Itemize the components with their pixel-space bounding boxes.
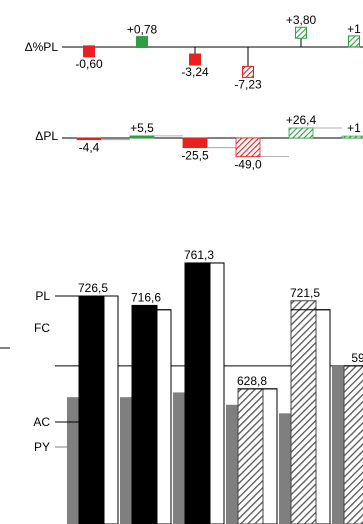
variance-marker xyxy=(189,53,201,66)
ac-bar xyxy=(184,262,211,524)
panel-columns: 726,5 716,6 761,3 628,8 721,5 59 PL FC AC PY xyxy=(0,248,363,524)
ac-bar xyxy=(78,295,105,524)
row-label-delta-percent-pl: Δ%PL xyxy=(25,40,59,54)
variance-marker xyxy=(348,35,360,48)
variance-bar-label: +5,5 xyxy=(130,121,154,135)
legend-pl: PL xyxy=(35,289,50,303)
variance-bar-label: -25,5 xyxy=(181,149,209,163)
variance-label: +0,78 xyxy=(127,23,158,37)
variance-label: -3,24 xyxy=(181,65,209,79)
variance-bar-label: -49,0 xyxy=(234,158,262,172)
variance-bar xyxy=(129,135,155,139)
ac-bar xyxy=(131,304,158,524)
panel-delta-pl: ΔPL -4,4 +5,5 -25,5 -49,0 +26,4 +1 xyxy=(35,113,363,172)
variance-label: +3,80 xyxy=(286,13,317,27)
variance-bar xyxy=(235,137,261,158)
variance-marker xyxy=(295,26,307,39)
variance-label: +1 xyxy=(347,22,361,36)
column-value-label: 761,3 xyxy=(184,248,214,262)
variance-marker xyxy=(242,65,254,78)
row-label-delta-pl: ΔPL xyxy=(35,129,58,143)
variance-marker xyxy=(136,36,148,49)
column-value-label: 716,6 xyxy=(131,290,161,304)
fc-bar xyxy=(237,388,264,524)
variance-bar-label: +26,4 xyxy=(286,113,317,127)
variance-label: -7,23 xyxy=(234,77,262,91)
variance-bar-label: +1 xyxy=(347,121,361,135)
column-value-label: 721,5 xyxy=(290,286,320,300)
variance-bar xyxy=(182,137,208,149)
variance-bar xyxy=(341,135,363,139)
column-value-label: 726,5 xyxy=(78,281,108,295)
panel-delta-percent-pl: Δ%PL -0,60 +0,78 -3,24 -7,23 +3,80 +1 xyxy=(25,13,363,91)
fc-bar xyxy=(343,365,363,524)
legend-fc: FC xyxy=(34,321,50,335)
column-value-label: 628,8 xyxy=(237,374,267,388)
fc-bar xyxy=(290,300,317,524)
variance-marker xyxy=(83,45,95,58)
variance-bar xyxy=(76,137,102,141)
legend-ac: AC xyxy=(33,415,50,429)
legend-py: PY xyxy=(34,440,50,454)
column-value-label: 59 xyxy=(351,351,363,365)
variance-label: -0,60 xyxy=(75,57,103,71)
variance-bar-label: -4,4 xyxy=(79,141,100,155)
variance-bar xyxy=(288,127,314,139)
